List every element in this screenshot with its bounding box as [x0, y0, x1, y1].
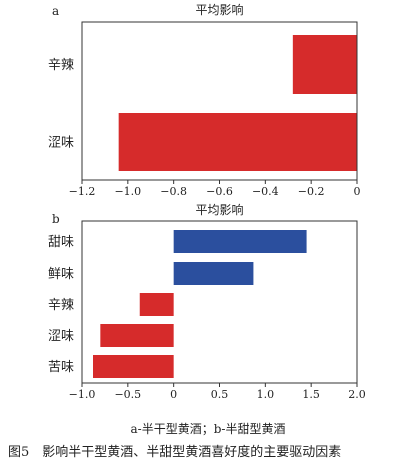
- x-tick-label: −0.5: [114, 388, 141, 401]
- x-tick-label: 1.5: [302, 388, 320, 401]
- x-tick-label: 2.0: [348, 388, 366, 401]
- bar-鲜味: [173, 262, 254, 285]
- x-tick-label: 1.0: [257, 388, 275, 401]
- chart-title: 平均影响: [195, 2, 243, 17]
- bar-苦味: [93, 355, 174, 378]
- chart-title: 平均影响: [195, 202, 243, 217]
- panel-letter: b: [52, 212, 60, 226]
- bar-涩味: [118, 113, 358, 171]
- x-tick-label: −0.4: [252, 185, 279, 198]
- category-label: 辛辣: [48, 58, 74, 73]
- x-tick-label: −1.0: [69, 388, 96, 401]
- figure-caption: 图5 影响半干型黄酒、半甜型黄酒喜好度的主要驱动因素: [8, 445, 342, 460]
- category-label: 涩味: [48, 329, 74, 344]
- x-tick-label: −1.0: [114, 185, 141, 198]
- x-tick-label: −0.2: [298, 185, 325, 198]
- bar-涩味: [100, 324, 174, 347]
- x-tick-label: 0.5: [211, 388, 229, 401]
- bar-辛辣: [292, 35, 357, 94]
- bar-甜味: [173, 230, 307, 253]
- sub-caption: a-半干型黄酒；b-半甜型黄酒: [130, 422, 286, 436]
- category-label: 辛辣: [48, 298, 74, 313]
- category-label: 甜味: [48, 234, 74, 250]
- x-tick-label: 0: [354, 185, 361, 198]
- x-tick-label: 0: [170, 388, 177, 401]
- category-label: 苦味: [48, 359, 74, 375]
- category-label: 鲜味: [48, 267, 74, 282]
- category-label: 涩味: [48, 136, 74, 151]
- panel-letter: a: [52, 4, 59, 18]
- x-tick-label: −0.6: [206, 185, 233, 198]
- x-tick-label: −1.2: [69, 185, 96, 198]
- bar-辛辣: [139, 293, 174, 316]
- x-tick-label: −0.8: [160, 185, 187, 198]
